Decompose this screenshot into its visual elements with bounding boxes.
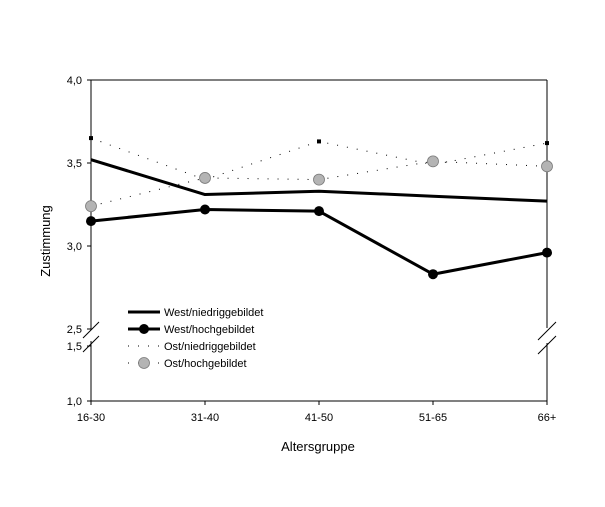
legend-item: Ost/hochgebildet: [128, 357, 247, 370]
data-point-ost-hochgebildet: [313, 173, 325, 186]
legend-label: Ost/niedriggebildet: [164, 341, 256, 353]
data-point-ost-niedriggebildet: [545, 141, 549, 146]
data-point-ost-hochgebildet: [541, 160, 553, 173]
y-tick-label: 2,5: [67, 324, 82, 336]
legend: West/niedriggebildet West/hochgebildet Ost…: [128, 307, 263, 370]
x-tick-label: 66+: [538, 412, 557, 424]
legend-item: West/hochgebildet: [128, 324, 254, 336]
legend-label: West/hochgebildet: [164, 324, 254, 336]
legend-label: Ost/hochgebildet: [164, 358, 247, 370]
data-point-west-hochgebildet: [200, 204, 210, 215]
series-line-west-niedriggebildet: [90, 158, 548, 203]
y-tick-label: 1,0: [67, 396, 82, 408]
axis-break-mark: [82, 321, 100, 339]
data-point-ost-hochgebildet: [85, 200, 97, 213]
data-point-ost-hochgebildet: [427, 155, 439, 168]
legend-marker: [138, 357, 150, 369]
axis-break-mark: [82, 335, 100, 353]
y-axis-title: Zustimmung: [38, 205, 53, 277]
x-tick-label: 31-40: [191, 412, 219, 424]
x-tick-label: 16-30: [77, 412, 105, 424]
series-line-west-hochgebildet: [90, 207, 548, 276]
axis-break-mark: [537, 335, 557, 355]
legend-item: West/niedriggebildet: [128, 307, 263, 319]
data-point-ost-hochgebildet: [199, 172, 211, 184]
series-line-ost-niedriggebildet: [90, 137, 548, 181]
x-axis-ticks: 16-30 31-40 41-50 51-65 66+: [77, 401, 556, 424]
series-layer: [85, 136, 553, 280]
data-point-ost-niedriggebildet: [317, 139, 321, 144]
data-point-west-hochgebildet: [428, 269, 438, 280]
y-tick-label: 3,0: [67, 241, 82, 253]
legend-item: Ost/niedriggebildet: [128, 341, 256, 353]
x-tick-label: 51-65: [419, 412, 447, 424]
plot-area: [82, 79, 557, 402]
axis-break-mark: [537, 321, 557, 341]
y-tick-label: 1,5: [67, 341, 82, 353]
data-point-west-hochgebildet: [542, 247, 552, 258]
data-point-west-hochgebildet: [86, 216, 96, 227]
x-tick-label: 41-50: [305, 412, 333, 424]
data-point-ost-niedriggebildet: [89, 136, 93, 141]
y-tick-label: 3,5: [67, 158, 82, 170]
y-axis-ticks: 1,0 1,5 2,5 3,0 3,5 4,0: [67, 75, 91, 408]
data-point-west-hochgebildet: [314, 206, 324, 217]
legend-marker: [139, 324, 149, 334]
legend-label: West/niedriggebildet: [164, 307, 263, 319]
x-axis-title: Altersgruppe: [281, 439, 355, 454]
y-tick-label: 4,0: [67, 75, 82, 87]
